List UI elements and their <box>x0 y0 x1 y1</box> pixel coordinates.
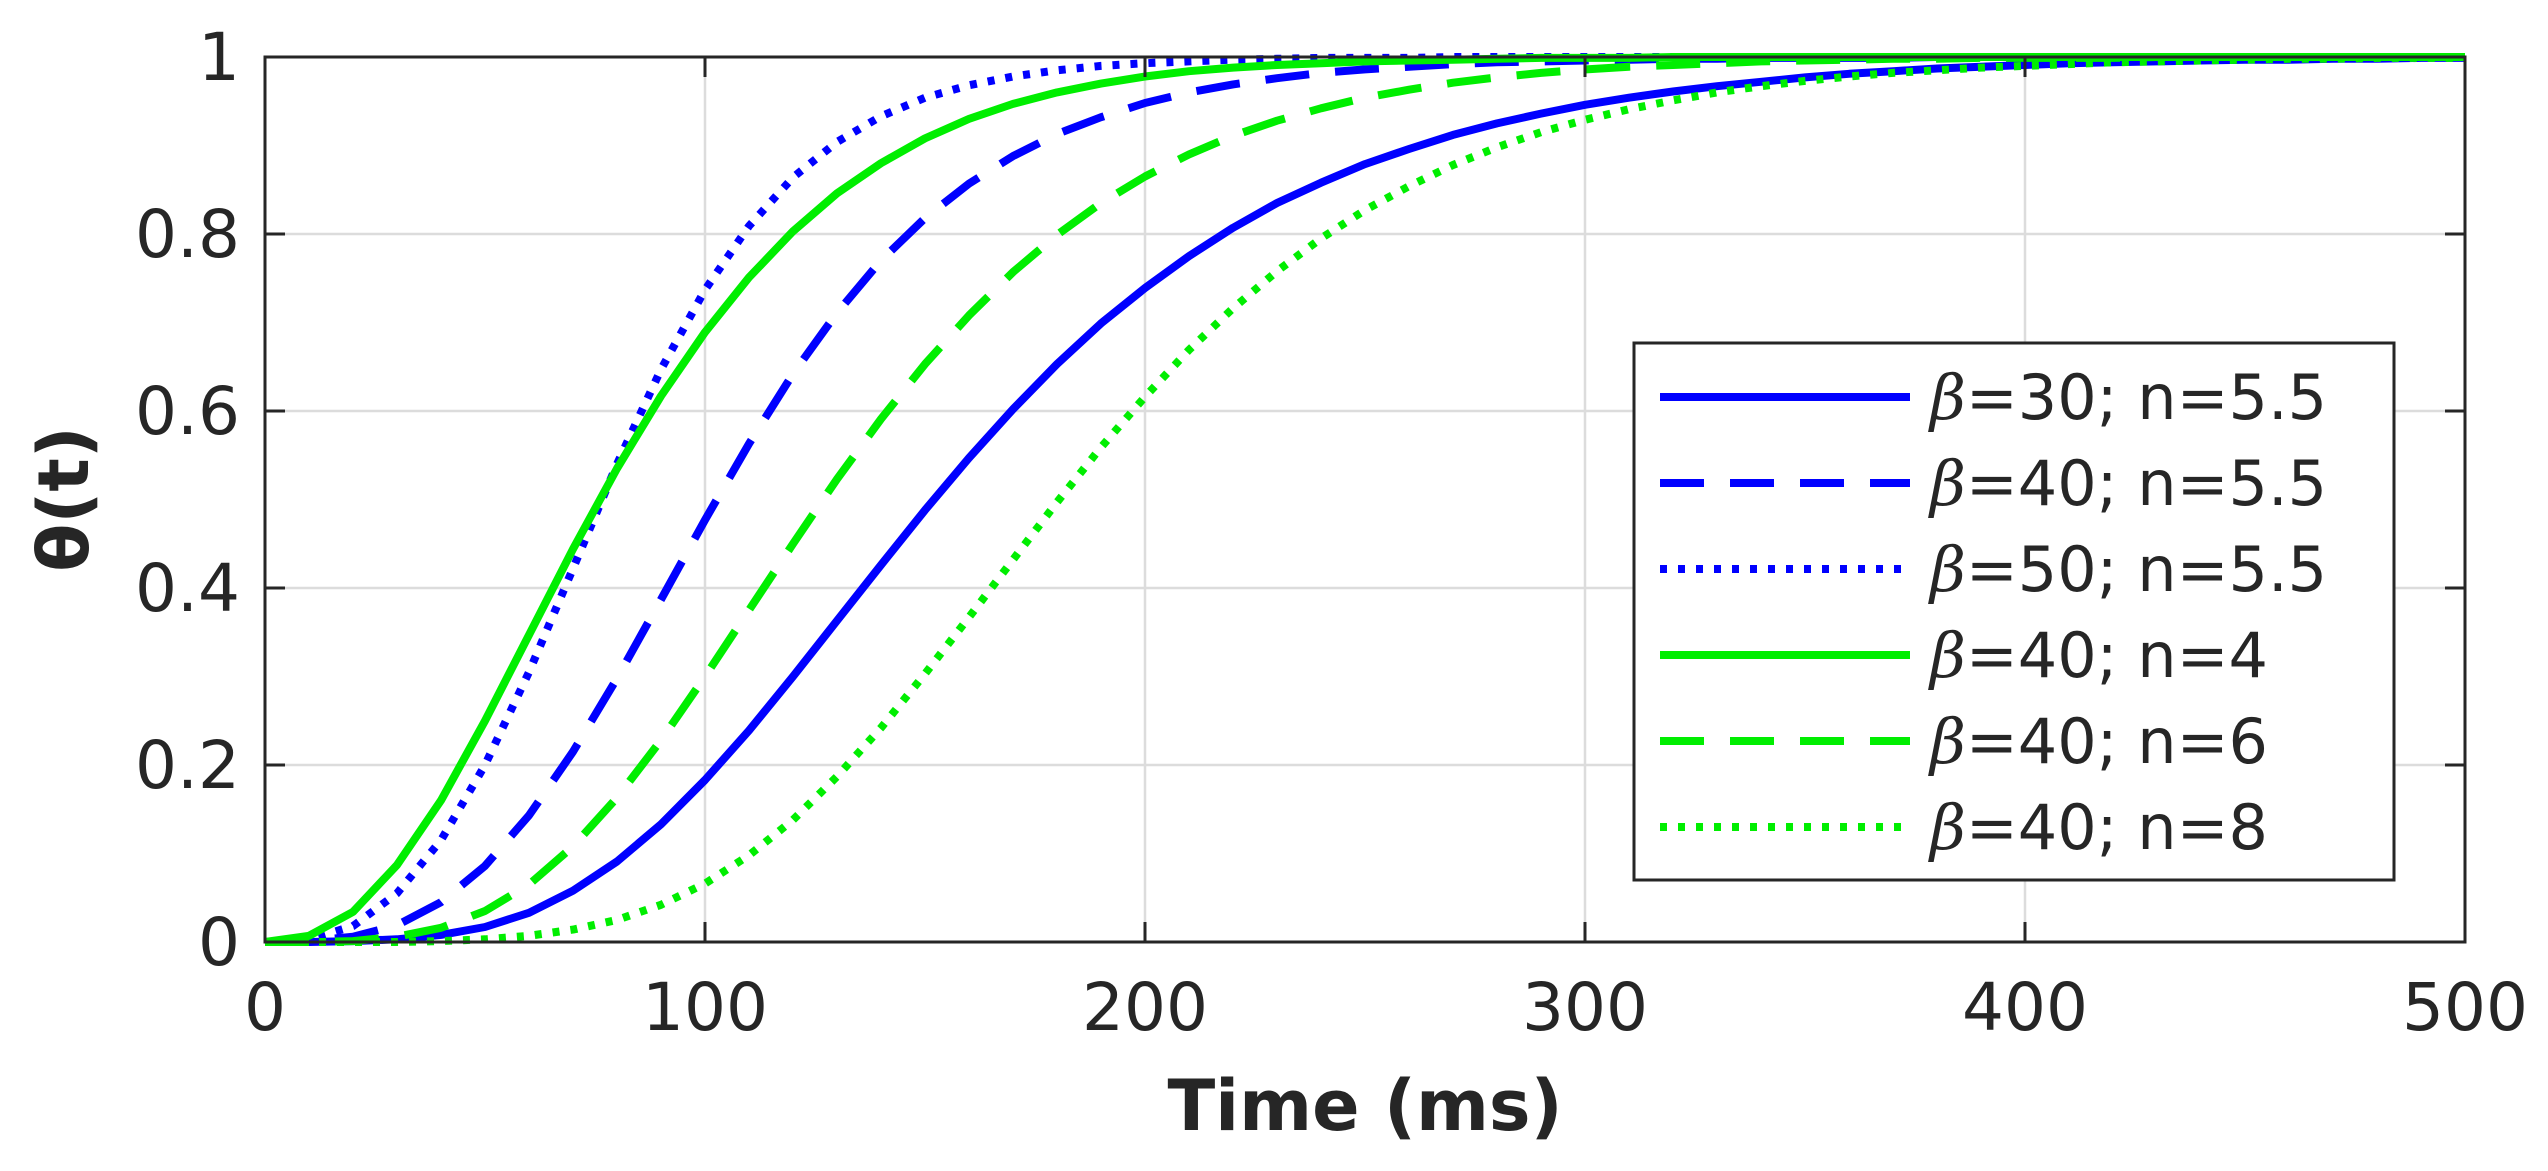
legend-box <box>1632 341 2396 882</box>
legend-greek-symbol: β <box>1928 361 1966 434</box>
x-tick-label: 0 <box>244 969 286 1046</box>
y-tick-label: 0.4 <box>135 550 240 627</box>
legend-greek-symbol: β <box>1928 619 1966 692</box>
y-tick-label: 0 <box>198 904 240 981</box>
y-tick-labels: 0 0.2 0.4 0.6 0.8 1 <box>135 19 240 981</box>
legend-label-text: =40; n=5.5 <box>1966 447 2327 520</box>
y-tick-label: 1 <box>198 19 240 96</box>
legend-label-5: β=40; n=6 <box>1928 705 2268 778</box>
legend-label-3: β=50; n=5.5 <box>1928 533 2327 606</box>
x-tick-label: 100 <box>642 969 768 1046</box>
x-tick-label: 500 <box>2402 969 2528 1046</box>
legend-label-text: =40; n=4 <box>1966 619 2268 692</box>
legend-label-text: =40; n=8 <box>1966 791 2268 864</box>
legend-label-2: β=40; n=5.5 <box>1928 447 2327 520</box>
legend-label-4: β=40; n=4 <box>1928 619 2268 692</box>
x-tick-labels: 0 100 200 300 400 500 <box>244 969 2528 1046</box>
legend-label-text: =40; n=6 <box>1966 705 2268 778</box>
legend-label-1: β=30; n=5.5 <box>1928 361 2327 434</box>
legend-label-6: β=40; n=8 <box>1928 791 2268 864</box>
legend-greek-symbol: β <box>1928 705 1966 778</box>
legend-label-text: =30; n=5.5 <box>1966 361 2327 434</box>
y-tick-label: 0.8 <box>135 196 240 273</box>
x-axis-title: Time (ms) <box>1167 1065 1562 1147</box>
legend-label-text: =50; n=5.5 <box>1966 533 2327 606</box>
legend-greek-symbol: β <box>1928 791 1966 864</box>
x-tick-label: 400 <box>1962 969 2088 1046</box>
y-tick-label: 0.2 <box>135 727 240 804</box>
x-tick-label: 200 <box>1082 969 1208 1046</box>
legend: β=30; n=5.5β=40; n=5.5β=50; n=5.5β=40; n… <box>1632 341 2396 882</box>
plot-frame <box>263 55 2467 944</box>
y-axis-title: θ(t) <box>23 426 105 572</box>
y-tick-label: 0.6 <box>135 373 240 450</box>
series-line-1 <box>265 53 2465 946</box>
x-tick-label: 300 <box>1522 969 1648 1046</box>
axis-ticks <box>263 55 2467 944</box>
legend-greek-symbol: β <box>1928 533 1966 606</box>
legend-greek-symbol: β <box>1928 447 1966 520</box>
series-line-2 <box>264 53 2465 946</box>
